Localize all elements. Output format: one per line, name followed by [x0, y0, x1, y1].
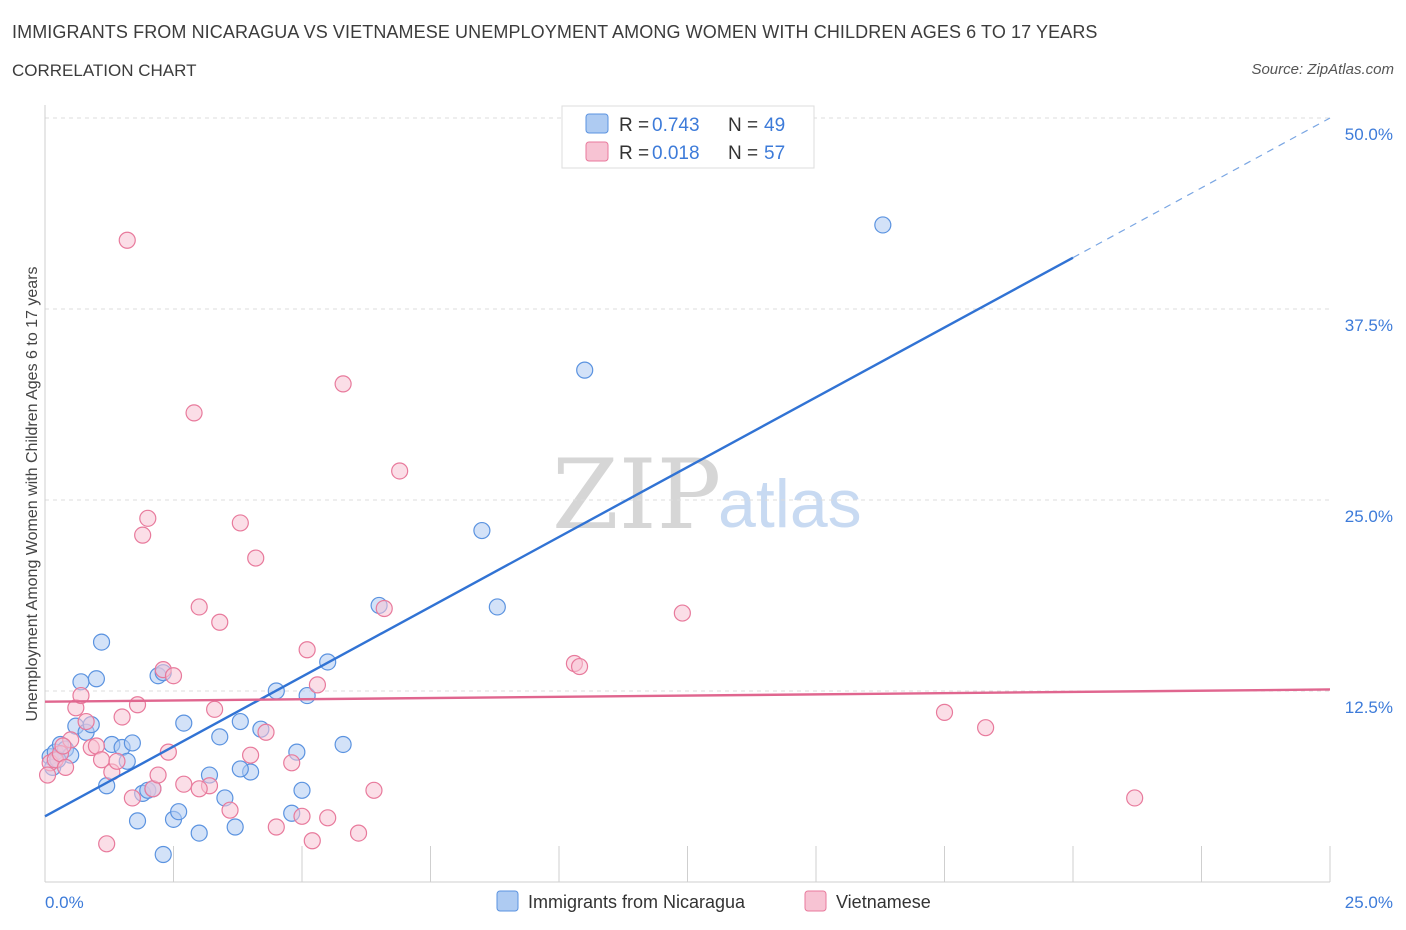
series-vietnamese-points [38, 231, 1144, 853]
trend-line-nicaragua [44, 256, 1074, 818]
vietnamese-point [123, 789, 141, 807]
vietnamese-point [190, 780, 208, 798]
nicaragua-point [92, 633, 111, 651]
vietnamese-point [247, 549, 265, 567]
legend-r-label-1: R = [619, 115, 649, 136]
vietnamese-point [221, 801, 239, 819]
trend-lines [44, 117, 1331, 818]
y-tick-label: 25.0% [1345, 507, 1393, 526]
top-legend: R = 0.743 N = 49 R = 0.018 N = 57 [561, 105, 815, 169]
y-tick-label: 50.0% [1345, 125, 1393, 144]
y-axis-label: Unemployment Among Women with Children A… [24, 266, 41, 721]
nicaragua-point [87, 670, 106, 688]
legend-n-label-1: N = [728, 115, 758, 136]
nicaragua-point [874, 216, 892, 234]
x-tick-marks [173, 846, 1331, 882]
vietnamese-point [375, 599, 393, 618]
vietnamese-point [308, 676, 327, 694]
vietnamese-point [56, 758, 75, 777]
vietnamese-point [231, 514, 249, 532]
vietnamese-point [977, 719, 995, 737]
nicaragua-point [473, 521, 491, 540]
vietnamese-point [185, 404, 203, 422]
nicaragua-point [231, 712, 249, 731]
vietnamese-point [118, 231, 136, 249]
vietnamese-point [211, 613, 229, 631]
bottom-legend-swatch-nicaragua [496, 890, 519, 912]
vietnamese-point [935, 703, 954, 721]
vietnamese-point [38, 766, 57, 784]
y-tick-label: 12.5% [1345, 698, 1393, 717]
vietnamese-point [391, 462, 409, 480]
nicaragua-point [231, 760, 249, 778]
legend-swatch-nicaragua [585, 113, 609, 134]
vietnamese-point [298, 641, 316, 659]
source-credit: Source: ZipAtlas.com [1251, 61, 1394, 78]
vietnamese-point [113, 708, 131, 726]
vietnamese-point [349, 824, 368, 842]
legend-r-label-2: R = [619, 143, 649, 164]
vietnamese-point [293, 807, 311, 825]
vietnamese-point [175, 775, 193, 793]
trend-line-nicaragua-extension [1072, 117, 1331, 259]
y-tick-label: 37.5% [1345, 316, 1393, 335]
nicaragua-point [170, 803, 188, 821]
vietnamese-point [128, 696, 147, 714]
vietnamese-point [319, 809, 337, 827]
nicaragua-point [190, 824, 208, 842]
vietnamese-point [72, 686, 90, 705]
vietnamese-point [206, 700, 224, 718]
vietnamese-point [334, 375, 352, 393]
nicaragua-point [488, 598, 506, 616]
bottom-legend-swatch-vietnamese [804, 890, 827, 912]
nicaragua-point [154, 845, 172, 864]
legend-swatch-vietnamese [585, 141, 609, 162]
trend-line-vietnamese [44, 688, 1331, 703]
vietnamese-point [190, 598, 208, 616]
bottom-legend: Immigrants from Nicaragua Vietnamese [496, 890, 931, 912]
vietnamese-point [1126, 789, 1144, 807]
nicaragua-point [226, 818, 244, 836]
legend-n-value-1: 49 [764, 115, 785, 136]
nicaragua-point [128, 812, 147, 830]
vietnamese-point [257, 723, 275, 741]
nicaragua-point [334, 735, 352, 754]
vietnamese-point [139, 509, 157, 527]
vietnamese-point [570, 657, 589, 676]
vietnamese-point [303, 832, 321, 850]
bottom-legend-label-vietnamese: Vietnamese [836, 892, 931, 912]
bottom-legend-label-nicaragua: Immigrants from Nicaragua [528, 892, 746, 912]
x-tick-label-min: 0.0% [45, 893, 84, 912]
vietnamese-point [267, 818, 285, 836]
gridlines [45, 117, 1330, 692]
nicaragua-point [175, 714, 193, 732]
x-tick-label-max: 25.0% [1345, 893, 1393, 912]
legend-n-label-2: N = [728, 143, 758, 164]
watermark-atlas: atlas [718, 466, 862, 542]
legend-r-value-2: 0.018 [652, 143, 700, 164]
vietnamese-point [365, 781, 383, 799]
nicaragua-point [293, 781, 311, 799]
vietnamese-point [134, 526, 152, 544]
nicaragua-point [123, 734, 141, 752]
chart-subtitle: CORRELATION CHART [12, 61, 197, 80]
vietnamese-point [283, 754, 301, 772]
vietnamese-point [164, 667, 183, 685]
vietnamese-point [149, 766, 167, 784]
vietnamese-point [242, 746, 260, 764]
chart-title: IMMIGRANTS FROM NICARAGUA VS VIETNAMESE … [12, 22, 1098, 42]
legend-n-value-2: 57 [764, 143, 785, 164]
vietnamese-point [108, 752, 126, 770]
vietnamese-point [54, 737, 72, 755]
legend-r-value-1: 0.743 [652, 115, 700, 136]
vietnamese-point [673, 604, 691, 622]
y-tick-labels: 12.5% 25.0% 37.5% 50.0% [1345, 125, 1393, 717]
vietnamese-point [77, 712, 95, 731]
vietnamese-point [98, 835, 116, 853]
nicaragua-point [211, 728, 229, 746]
nicaragua-point [576, 361, 594, 379]
